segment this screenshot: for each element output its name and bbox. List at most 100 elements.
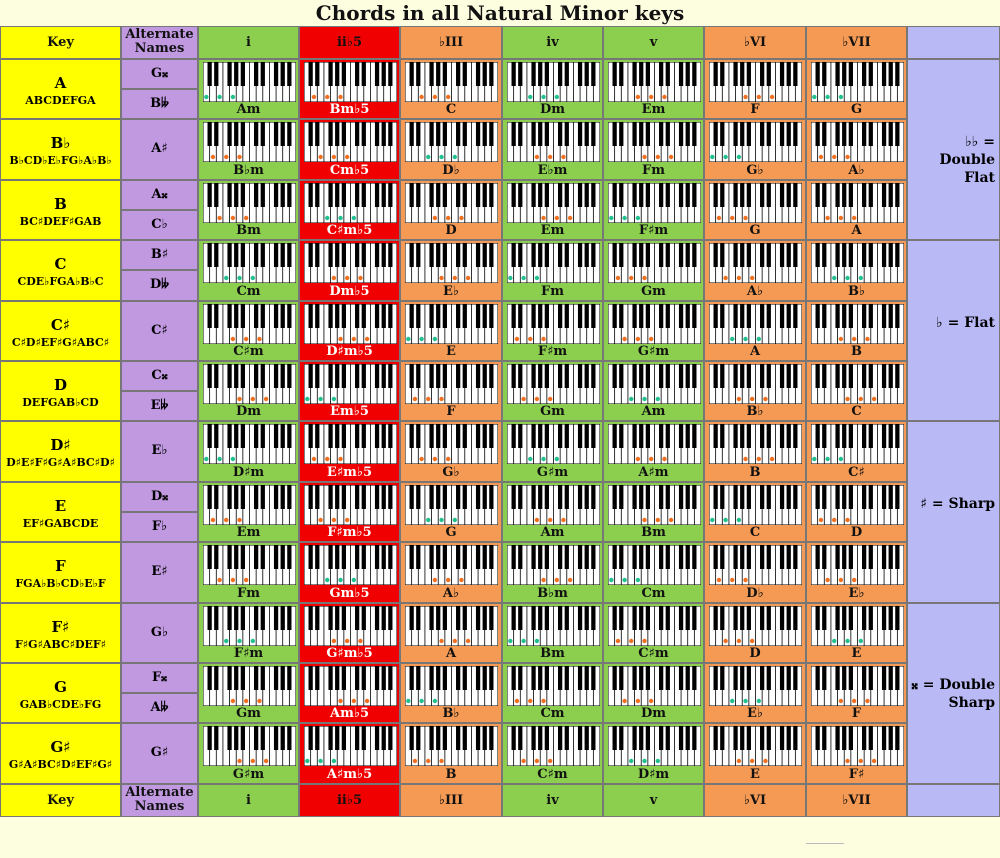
piano-keyboard bbox=[709, 605, 802, 646]
chord-cell: E♯m♭5 bbox=[299, 421, 400, 482]
piano-keyboard bbox=[608, 726, 701, 767]
chord-name: G♭ bbox=[746, 162, 764, 178]
piano-keyboard bbox=[811, 182, 904, 223]
header-degree: ♭VII bbox=[806, 26, 907, 59]
legend-cell: ♭ = Flat bbox=[907, 240, 1000, 422]
alternate-name: A♯ bbox=[151, 141, 168, 157]
chord-name: Em bbox=[641, 102, 666, 118]
piano-keyboard bbox=[709, 424, 802, 465]
alternate-name-cell: D𝄪 bbox=[121, 481, 198, 512]
footer-degree: ♭III bbox=[400, 783, 502, 817]
piano-keyboard bbox=[709, 545, 802, 586]
chord-name: G♯m bbox=[536, 464, 569, 480]
chord-cell: Dm bbox=[603, 663, 704, 724]
chord-name: E♭m bbox=[537, 162, 568, 178]
chord-name: E♯m♭5 bbox=[326, 464, 373, 480]
chord-name: Cm bbox=[236, 283, 261, 299]
alternate-name-cell: B♯ bbox=[121, 240, 198, 271]
degree-label: ♭III bbox=[438, 792, 464, 808]
chord-name: A♯m♭5 bbox=[326, 766, 373, 782]
chord-cell: Dm bbox=[502, 59, 603, 120]
alternate-name-cell: F𝄪 bbox=[121, 663, 198, 694]
chord-name: Gm bbox=[641, 283, 666, 299]
chord-name: D♭ bbox=[442, 162, 460, 178]
piano-keyboard bbox=[608, 666, 701, 706]
alternate-name-cell: E𝄫 bbox=[121, 391, 198, 422]
chord-name: Dm bbox=[539, 102, 566, 118]
chord-cell: Am bbox=[502, 481, 603, 543]
piano-keyboard bbox=[507, 666, 600, 706]
chord-name: E bbox=[851, 645, 862, 661]
alternate-name-cell: A𝄪 bbox=[121, 179, 198, 210]
piano-keyboard bbox=[507, 484, 600, 525]
chord-cell: Am♭5 bbox=[299, 663, 400, 724]
chord-name: D♯m bbox=[637, 766, 670, 782]
piano-keyboard bbox=[507, 303, 600, 344]
piano-keyboard bbox=[608, 424, 701, 465]
chord-name: A bbox=[445, 645, 457, 661]
piano-keyboard bbox=[811, 484, 904, 525]
piano-keyboard bbox=[203, 122, 296, 163]
chord-name: B♭ bbox=[847, 283, 866, 299]
piano-keyboard bbox=[811, 605, 904, 646]
piano-keyboard bbox=[709, 666, 802, 706]
piano-keyboard bbox=[203, 364, 296, 404]
alternate-name: E♭ bbox=[151, 443, 168, 459]
degree-label: iv bbox=[546, 35, 559, 50]
alternate-name: G𝄪 bbox=[151, 66, 168, 81]
key-cell: B BC♯DEF♯GAB bbox=[0, 179, 121, 241]
alternate-name: G♭ bbox=[150, 624, 169, 640]
chord-cell: Gm bbox=[603, 240, 704, 301]
alternate-name: E♯ bbox=[151, 564, 168, 580]
chord-name: Bm bbox=[236, 223, 261, 239]
piano-keyboard bbox=[709, 364, 802, 404]
legend-cell: 𝄪 = Double Sharp bbox=[907, 602, 1000, 784]
chord-name: G bbox=[445, 525, 457, 541]
degree-label: i bbox=[246, 792, 251, 808]
key-name: C♯ bbox=[50, 315, 71, 334]
piano-keyboard bbox=[304, 182, 397, 223]
chord-name: E bbox=[446, 343, 456, 359]
chord-cell: B♭m bbox=[502, 542, 603, 603]
piano-keyboard bbox=[304, 364, 397, 404]
alternate-name-cell: C♭ bbox=[121, 210, 198, 241]
chord-name: Bm♭5 bbox=[329, 102, 370, 118]
chord-name: B♭m bbox=[537, 585, 568, 601]
chord-cell: D♯m bbox=[198, 421, 299, 482]
chord-cell: Fm bbox=[502, 240, 603, 301]
chord-cell: C♯m bbox=[198, 300, 299, 361]
footer-degree: i bbox=[198, 783, 299, 817]
chord-cell: Bm bbox=[198, 179, 299, 241]
piano-keyboard bbox=[507, 545, 600, 586]
chord-name: Am bbox=[236, 102, 261, 118]
piano-keyboard bbox=[507, 424, 600, 465]
header-degree: v bbox=[603, 26, 704, 59]
chord-cell: B bbox=[704, 421, 806, 482]
chord-name: A♭ bbox=[746, 283, 764, 299]
chord-name: Cm bbox=[540, 706, 565, 722]
degree-label: v bbox=[649, 35, 658, 50]
header-blank bbox=[907, 26, 1000, 59]
piano-keyboard bbox=[608, 303, 701, 344]
key-cell: G♯ G♯A♯BC♯D♯EF♯G♯ bbox=[0, 723, 121, 784]
chord-cell: Cm♭5 bbox=[299, 119, 400, 180]
alternate-name-cell: A𝄫 bbox=[121, 693, 198, 724]
chord-name: A bbox=[749, 343, 761, 359]
piano-keyboard bbox=[405, 122, 498, 163]
header-key: Key bbox=[0, 26, 121, 59]
degree-label: ♭III bbox=[438, 35, 464, 50]
chord-name: C♯m bbox=[233, 343, 264, 359]
chord-name: D bbox=[850, 525, 863, 541]
chord-cell: Bm♭5 bbox=[299, 59, 400, 120]
chord-cell: A bbox=[806, 179, 907, 241]
piano-keyboard bbox=[811, 364, 904, 404]
footer-degree: v bbox=[603, 783, 704, 817]
key-name: E bbox=[54, 496, 67, 515]
chord-cell: A♭ bbox=[704, 240, 806, 301]
chord-cell: F♯m bbox=[502, 300, 603, 361]
piano-keyboard bbox=[405, 484, 498, 525]
chord-cell: Gm bbox=[198, 663, 299, 724]
piano-keyboard bbox=[203, 726, 296, 767]
chord-cell: Em bbox=[198, 481, 299, 543]
